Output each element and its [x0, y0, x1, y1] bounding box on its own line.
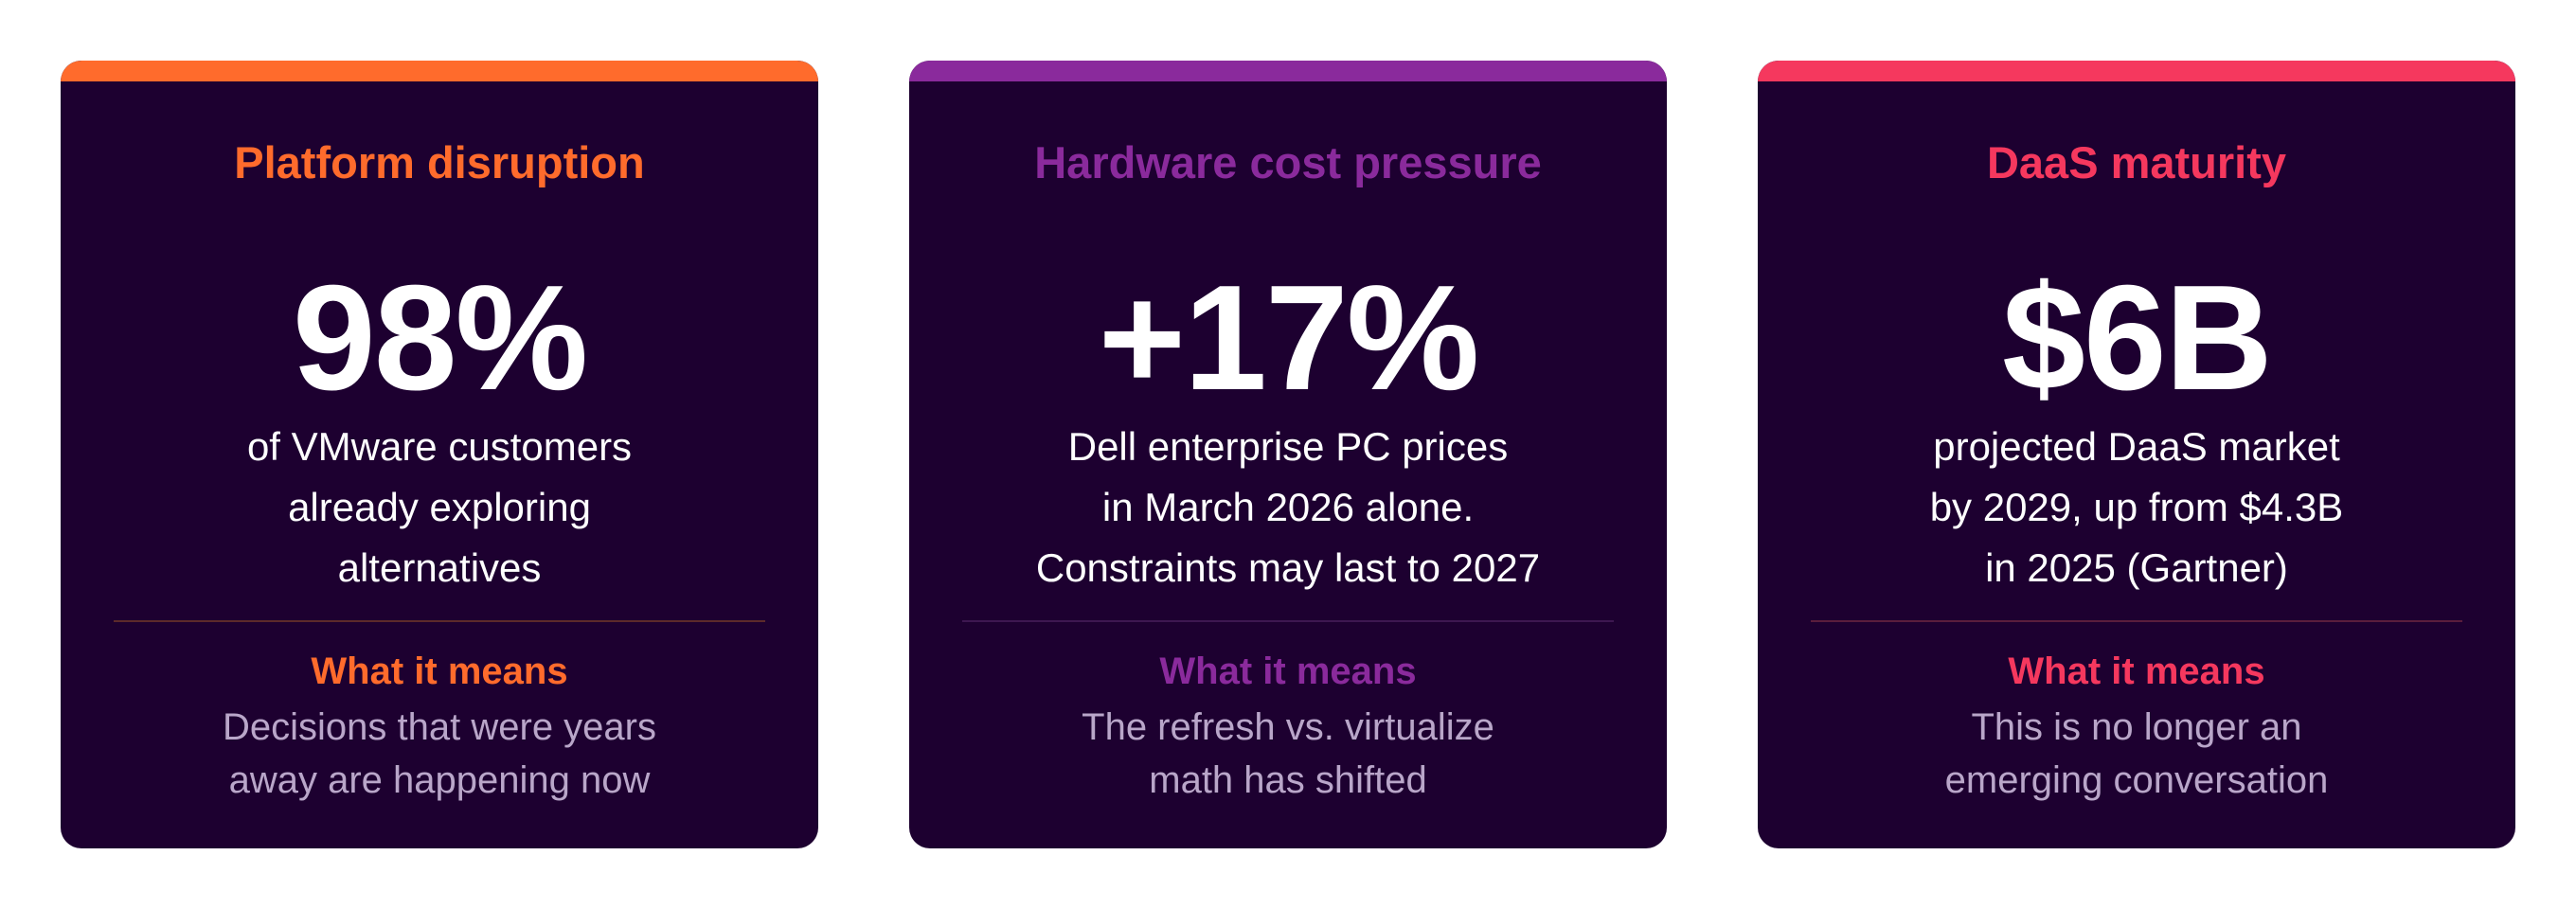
stat-card-daas-maturity: DaaS maturity $6B projected DaaS market … [1758, 61, 2515, 848]
card-description-line: in March 2026 alone. [1101, 485, 1475, 529]
card-means-heading: What it means [1159, 651, 1417, 692]
card-implication-line: The refresh vs. virtualize [1082, 706, 1494, 748]
card-stat-value: $6B [2002, 255, 2273, 421]
card-description-line: of VMware customers [246, 424, 633, 469]
card-divider [1811, 620, 2462, 622]
stat-card-hardware-cost-pressure: Hardware cost pressure +17% Dell enterpr… [909, 61, 1667, 848]
card-implication: This is no longer an emerging conversati… [1758, 701, 2515, 807]
card-description: projected DaaS market by 2029, up from $… [1758, 417, 2515, 598]
card-description-line: already exploring [288, 485, 591, 529]
card-accent-bar [909, 61, 1667, 81]
card-implication-line: math has shifted [1149, 759, 1427, 801]
card-title: Platform disruption [234, 137, 645, 187]
card-description-line: Dell enterprise PC prices [1067, 424, 1509, 469]
card-implication: The refresh vs. virtualize math has shif… [909, 701, 1667, 807]
card-divider [114, 620, 765, 622]
card-title: Hardware cost pressure [1034, 137, 1542, 187]
card-accent-bar [1758, 61, 2515, 81]
card-means-heading: What it means [311, 651, 568, 692]
card-stat-value: +17% [1098, 255, 1480, 421]
card-description: of VMware customers already exploring al… [61, 417, 818, 598]
card-description: Dell enterprise PC prices in March 2026 … [909, 417, 1667, 598]
card-implication-line: emerging conversation [1944, 759, 2329, 801]
card-description-line: Constraints may last to 2027 [1035, 545, 1541, 590]
card-description-line: by 2029, up from $4.3B [1929, 485, 2344, 529]
card-title: DaaS maturity [1986, 137, 2287, 187]
card-means-heading: What it means [2008, 651, 2265, 692]
card-implication-line: away are happening now [228, 759, 651, 801]
stat-card-platform-disruption: Platform disruption 98% of VMware custom… [61, 61, 818, 848]
card-implication-line: This is no longer an [1971, 706, 2302, 748]
card-divider [962, 620, 1614, 622]
card-accent-bar [61, 61, 818, 81]
card-stat-value: 98% [292, 255, 588, 421]
card-description-line: projected DaaS market [1933, 424, 2340, 469]
card-description-line: in 2025 (Gartner) [1985, 545, 2288, 590]
card-implication-line: Decisions that were years [223, 706, 656, 748]
card-implication: Decisions that were years away are happe… [61, 701, 818, 807]
card-description-line: alternatives [337, 545, 542, 590]
